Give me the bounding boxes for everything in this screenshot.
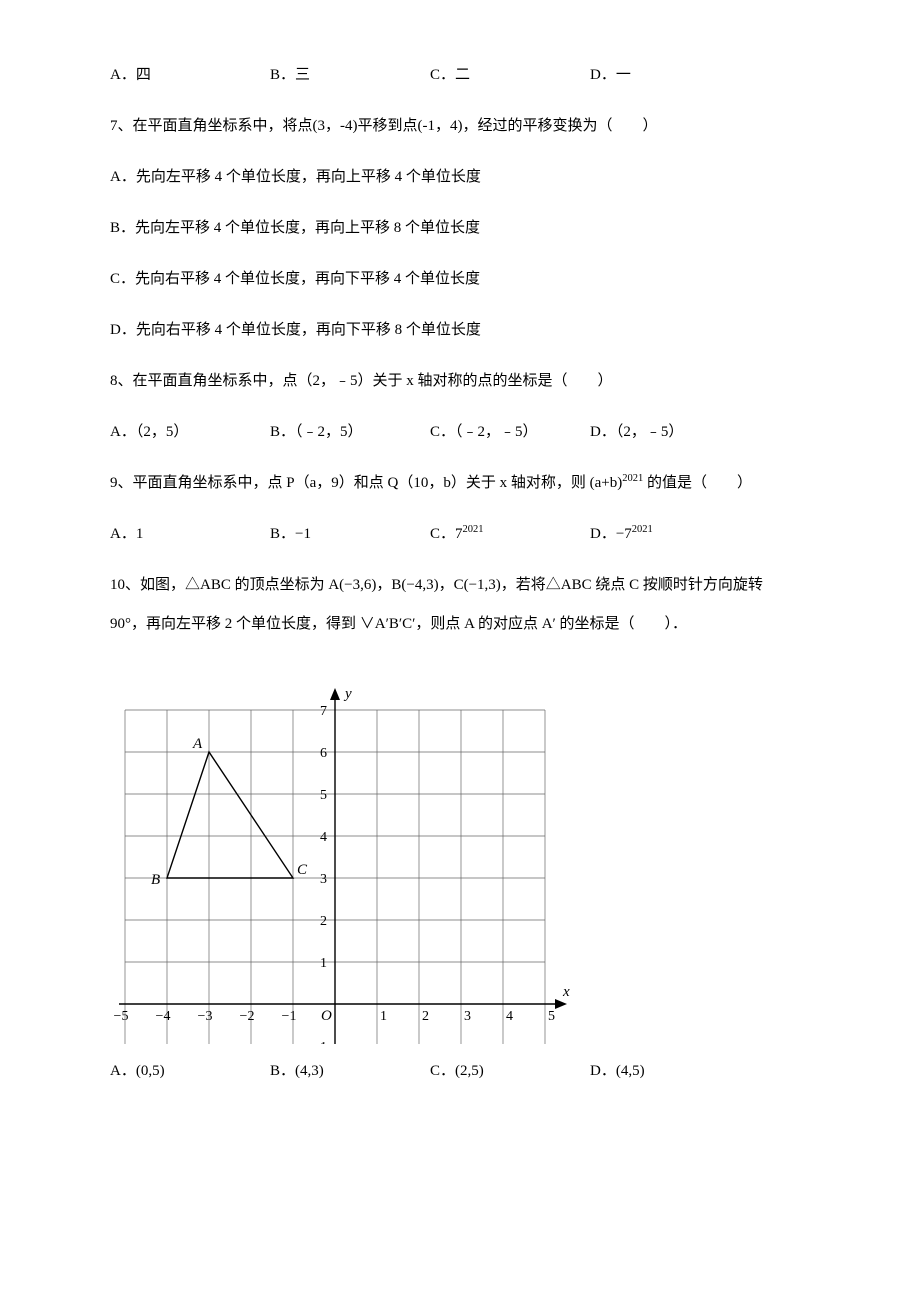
svg-text:2: 2 [320,914,327,929]
opt-a: A．(0,5) [110,1052,270,1091]
svg-text:4: 4 [320,830,327,845]
opt-c: C．(2,5) [430,1052,590,1091]
opt-a: A．四 [110,56,270,95]
opt-b: B．(4,3) [270,1052,430,1091]
opt-d: D．−72021 [590,515,750,554]
opt-c: C．（﹣2，﹣5） [430,413,590,452]
svg-text:O: O [321,1008,332,1024]
svg-text:1: 1 [380,1009,387,1024]
opt-b: B．−1 [270,515,430,554]
svg-text:B: B [151,872,160,888]
svg-text:−1: −1 [282,1009,297,1024]
svg-text:5: 5 [548,1009,555,1024]
opt-b: B．三 [270,56,430,95]
opt-d: D．(4,5) [590,1052,750,1091]
svg-text:x: x [562,984,570,1000]
opt-c: C．72021 [430,515,590,554]
svg-text:A: A [192,736,203,752]
q8-stem: 8、在平面直角坐标系中，点（2，﹣5）关于 x 轴对称的点的坐标是（ ） [110,362,820,401]
q9-exp: 2021 [622,473,643,484]
svg-text:3: 3 [464,1009,471,1024]
svg-text:4: 4 [506,1009,513,1024]
svg-text:−1: −1 [312,1040,327,1044]
svg-text:−5: −5 [114,1009,129,1024]
svg-text:−4: −4 [156,1009,171,1024]
svg-text:C: C [297,862,308,878]
svg-text:y: y [343,686,352,702]
q9-options: A．1 B．−1 C．72021 D．−72021 [110,515,820,554]
svg-text:7: 7 [320,704,327,719]
q8-options: A．（2，5） B．（﹣2，5） C．（﹣2，﹣5） D．（2，﹣5） [110,413,820,452]
q6-options: A．四 B．三 C．二 D．一 [110,56,820,95]
q7-d: D．先向右平移 4 个单位长度，再向下平移 8 个单位长度 [110,311,820,350]
svg-text:5: 5 [320,788,327,803]
svg-text:3: 3 [320,872,327,887]
opt-c: C．二 [430,56,590,95]
q9-stem-before: 9、平面直角坐标系中，点 P（a，9）和点 Q（10，b）关于 x 轴对称，则 … [110,475,622,491]
q10-line1: 10、如图，△ABC 的顶点坐标为 A(−3,6)，B(−4,3)，C(−1,3… [110,566,820,605]
q9-stem: 9、平面直角坐标系中，点 P（a，9）和点 Q（10，b）关于 x 轴对称，则 … [110,464,820,503]
opt-d: D．（2，﹣5） [590,413,750,452]
svg-text:1: 1 [320,956,327,971]
coordinate-chart: −5 −4 −3 −2 −1 1 2 3 4 5 −1 1 2 3 4 5 6 7 Ox y A B C [110,664,580,1044]
svg-text:−2: −2 [240,1009,255,1024]
opt-b: B．（﹣2，5） [270,413,430,452]
opt-d: D．一 [590,56,750,95]
opt-a: A．（2，5） [110,413,270,452]
q10-options: A．(0,5) B．(4,3) C．(2,5) D．(4,5) [110,1052,820,1091]
q7-stem: 7、在平面直角坐标系中，将点(3，-4)平移到点(-1，4)，经过的平移变换为（… [110,107,820,146]
q7-b: B．先向左平移 4 个单位长度，再向上平移 8 个单位长度 [110,209,820,248]
svg-text:−3: −3 [198,1009,213,1024]
q7-a: A．先向左平移 4 个单位长度，再向上平移 4 个单位长度 [110,158,820,197]
q10-line2: 90°，再向左平移 2 个单位长度，得到 ∨A′B′C′，则点 A 的对应点 A… [110,605,820,644]
q7-c: C．先向右平移 4 个单位长度，再向下平移 4 个单位长度 [110,260,820,299]
svg-text:2: 2 [422,1009,429,1024]
opt-a: A．1 [110,515,270,554]
svg-text:6: 6 [320,746,327,761]
q9-stem-after: 的值是（ ） [643,475,752,491]
